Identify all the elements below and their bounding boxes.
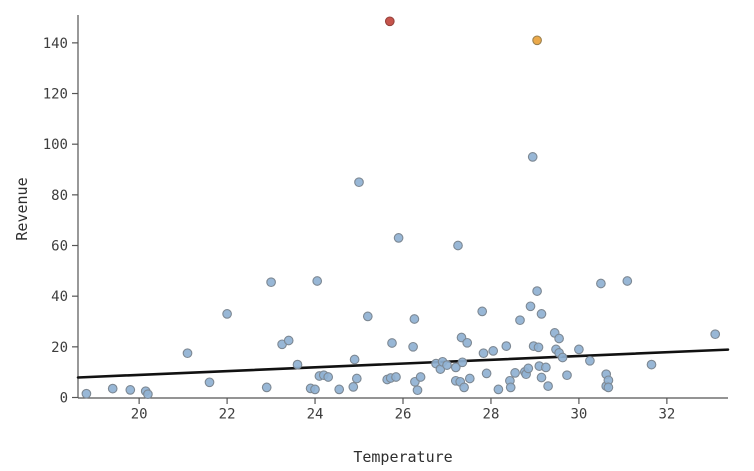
y-tick-label: 0 [60, 391, 68, 407]
y-tick-label: 140 [43, 36, 68, 52]
data-point-outlier-red [384, 16, 395, 27]
x-tick-label: 24 [307, 407, 324, 423]
data-point-outlier-orange [532, 35, 542, 46]
x-tick-label: 20 [131, 407, 148, 423]
data-point-observations [536, 309, 547, 319]
data-point-observations [493, 384, 504, 395]
data-point-observations [459, 382, 469, 393]
data-point-observations [393, 233, 404, 243]
y-tick-label: 100 [43, 137, 68, 153]
data-point-observations [283, 335, 294, 346]
y-tick-label: 120 [43, 87, 68, 103]
data-point-observations [261, 382, 272, 393]
data-point-observations [554, 333, 564, 344]
data-point-observations [450, 362, 461, 373]
data-point-observations [562, 370, 572, 381]
regression-line-layer [76, 348, 730, 379]
data-point-observations [204, 377, 215, 388]
data-point-observations [349, 354, 360, 365]
data-point-observations [266, 277, 276, 288]
data-point-observations [525, 301, 536, 312]
data-point-observations [523, 363, 534, 374]
data-point-observations [646, 359, 657, 370]
x-axis-title: Temperature [353, 448, 452, 466]
data-point-observations [515, 315, 525, 326]
y-tick-label: 20 [51, 340, 68, 356]
data-point-observations [312, 276, 323, 286]
data-point-observations [488, 346, 499, 356]
data-point-observations [107, 383, 118, 394]
data-point-observations [536, 372, 547, 383]
data-point-observations [457, 357, 468, 368]
y-tick-label: 40 [51, 289, 68, 305]
axes-layer: 20 22 24 26 28 30 32 0 20 40 60 80 100 120 140 [43, 15, 728, 423]
y-axis-title: Revenue [13, 177, 31, 240]
data-point-observations [143, 389, 153, 400]
data-point-observations [510, 368, 520, 378]
data-point-observations [222, 309, 232, 319]
data-point-observations [354, 177, 364, 188]
data-point-observations [412, 385, 423, 396]
data-point-observations [596, 278, 606, 289]
x-tick-label: 30 [570, 407, 587, 423]
data-point-observations [541, 362, 551, 373]
regression-line [76, 348, 730, 379]
data-point-observations [348, 382, 359, 392]
data-point-observations [409, 314, 420, 324]
x-tick-label: 28 [483, 407, 500, 423]
data-point-observations [710, 329, 721, 340]
y-tick-label: 80 [51, 188, 68, 204]
data-point-observations [533, 342, 544, 353]
data-point-observations [292, 359, 303, 370]
data-points-layer [81, 16, 721, 400]
data-point-observations [543, 381, 553, 391]
data-point-observations [532, 286, 542, 296]
data-point-observations [310, 384, 320, 395]
data-point-observations [505, 382, 516, 393]
data-point-observations [574, 344, 584, 355]
data-point-observations [603, 382, 614, 393]
data-point-observations [323, 372, 334, 382]
y-tick-label: 60 [51, 239, 68, 255]
data-point-observations [442, 360, 452, 370]
x-tick-label: 32 [658, 407, 675, 423]
x-tick-label: 22 [219, 407, 236, 423]
data-point-observations [501, 341, 512, 351]
data-point-observations [477, 306, 488, 317]
data-point-observations [391, 372, 401, 382]
data-point-observations [334, 384, 345, 395]
data-point-observations [464, 373, 475, 384]
data-point-observations [387, 338, 397, 348]
data-point-observations [182, 348, 193, 359]
data-point-observations [415, 372, 426, 382]
data-point-observations [125, 385, 136, 395]
data-point-observations [351, 373, 362, 384]
data-point-observations [462, 337, 473, 348]
data-point-observations [453, 240, 463, 251]
data-point-observations [481, 368, 492, 379]
data-point-observations [527, 152, 538, 162]
data-point-observations [408, 341, 418, 352]
data-point-observations [557, 352, 568, 363]
x-tick-label: 26 [395, 407, 412, 423]
data-point-observations [622, 276, 633, 286]
data-point-observations [362, 311, 373, 322]
data-point-observations [478, 348, 489, 359]
data-point-observations [585, 355, 595, 366]
data-point-observations [81, 388, 92, 399]
